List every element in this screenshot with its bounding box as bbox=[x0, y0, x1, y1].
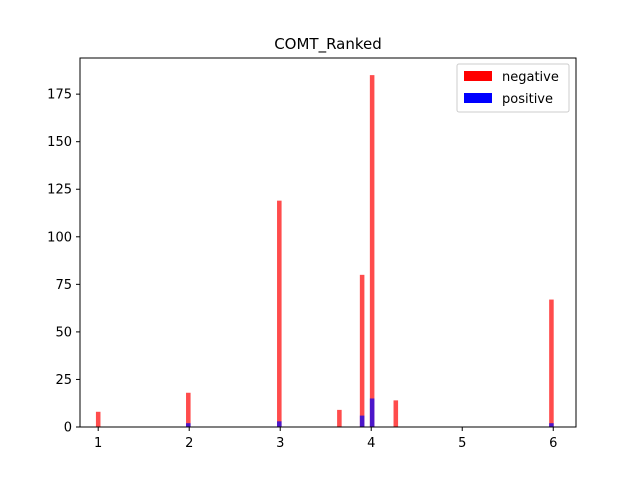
bar-negative-5 bbox=[369, 75, 375, 428]
bar-negative-6 bbox=[393, 400, 399, 427]
bar-negative-0 bbox=[95, 411, 101, 427]
y-tick-label-7: 175 bbox=[47, 88, 72, 103]
bars-layer bbox=[95, 75, 554, 428]
y-tick-label-1: 25 bbox=[55, 373, 72, 388]
y-tick-label-3: 75 bbox=[55, 278, 72, 293]
y-tick-label-6: 150 bbox=[47, 135, 72, 150]
bar-negative-3 bbox=[337, 409, 342, 427]
x-tick-label-0: 1 bbox=[94, 436, 102, 451]
bar-negative-4 bbox=[359, 274, 365, 427]
bar-negative-1 bbox=[186, 392, 191, 427]
y-tick-label-0: 0 bbox=[64, 421, 72, 436]
bar-positive-2 bbox=[359, 415, 365, 427]
x-tick-label-1: 2 bbox=[185, 436, 193, 451]
plot-frame bbox=[79, 57, 577, 428]
y-tick-label-5: 125 bbox=[47, 183, 72, 198]
x-tick-label-5: 6 bbox=[549, 436, 557, 451]
x-tick-label-4: 5 bbox=[458, 436, 466, 451]
axes-layer: 1 2 3 4 5 6 0 25 50 75 100 125 150 175 bbox=[47, 57, 577, 451]
bar-positive-3 bbox=[369, 398, 375, 427]
bar-negative-2 bbox=[277, 200, 282, 427]
legend-label-negative: negative bbox=[502, 70, 559, 85]
y-tick-label-4: 100 bbox=[47, 230, 72, 245]
y-tick-label-2: 50 bbox=[55, 325, 72, 340]
legend: negative positive bbox=[456, 63, 570, 113]
x-tick-label-3: 4 bbox=[367, 436, 375, 451]
legend-swatch-negative bbox=[464, 71, 492, 81]
bar-positive-0 bbox=[186, 423, 191, 427]
bar-negative-7 bbox=[549, 299, 554, 427]
chart-title: COMT_Ranked bbox=[274, 35, 382, 54]
x-tick-label-2: 3 bbox=[276, 436, 284, 451]
legend-swatch-positive bbox=[464, 93, 492, 103]
legend-label-positive: positive bbox=[502, 92, 553, 107]
bar-positive-1 bbox=[277, 421, 282, 427]
bar-positive-4 bbox=[549, 423, 554, 427]
